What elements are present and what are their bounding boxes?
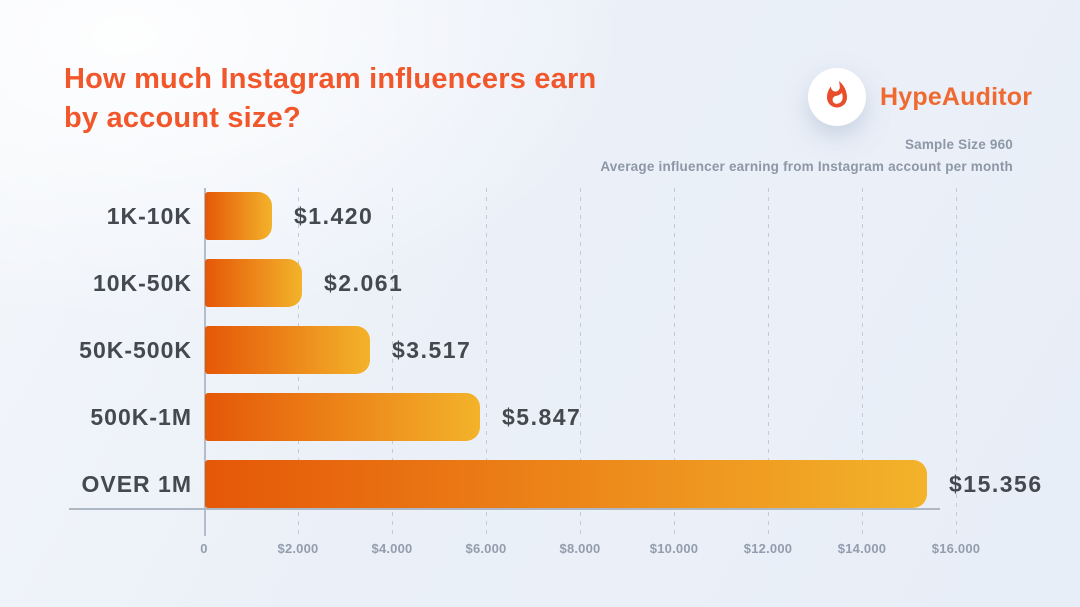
brand-logo-circle <box>808 68 866 126</box>
bar <box>205 460 927 508</box>
category-label: 10K-50K <box>92 270 192 296</box>
x-axis-tick-label: 0 <box>200 541 208 556</box>
bar <box>205 192 272 240</box>
bar-chart: 0 $2.000 $4.000 $6.000 $8.000 $10.000 $12.000 $… <box>0 186 1080 586</box>
value-label: $5.847 <box>502 404 582 430</box>
value-label: $1.420 <box>294 203 374 229</box>
gridline <box>862 188 863 536</box>
flame-icon <box>822 80 852 115</box>
brand-logo: HypeAuditor <box>808 68 1032 126</box>
x-axis-tick-label: $2.000 <box>277 541 319 556</box>
sample-size-label: Sample Size 960 <box>904 137 1013 152</box>
x-axis-tick-label: $4.000 <box>371 541 413 556</box>
x-axis-tick-label: $8.000 <box>559 541 601 556</box>
x-axis-tick-label: $6.000 <box>465 541 507 556</box>
gridline <box>392 188 393 536</box>
category-label: 50K-500K <box>79 337 192 363</box>
gridline <box>580 188 581 536</box>
x-axis-baseline <box>69 508 940 510</box>
value-label: $3.517 <box>392 337 472 363</box>
bar <box>205 259 302 307</box>
category-label: OVER 1M <box>81 471 192 497</box>
page-title-line-2: by account size? <box>64 102 301 134</box>
category-label: 500K-1M <box>90 404 192 430</box>
chart-subtitle: Average influencer earning from Instagra… <box>600 159 1013 174</box>
gridline <box>674 188 675 536</box>
x-axis-tick-label: $12.000 <box>743 541 793 556</box>
gridline <box>956 188 957 536</box>
value-label: $15.356 <box>949 471 1043 497</box>
bar <box>205 326 370 374</box>
page-title: How much Instagram influencers earn by a… <box>64 60 704 138</box>
x-axis-tick-label: $14.000 <box>837 541 887 556</box>
gridline <box>768 188 769 536</box>
x-axis-tick-label: $16.000 <box>931 541 981 556</box>
category-label: 1K-10K <box>106 203 192 229</box>
gridline <box>486 188 487 536</box>
brand-name: HypeAuditor <box>880 82 1033 111</box>
bar <box>205 393 480 441</box>
page-title-line-1: How much Instagram influencers earn <box>64 63 597 95</box>
value-label: $2.061 <box>324 270 404 296</box>
x-axis-tick-label: $10.000 <box>649 541 699 556</box>
